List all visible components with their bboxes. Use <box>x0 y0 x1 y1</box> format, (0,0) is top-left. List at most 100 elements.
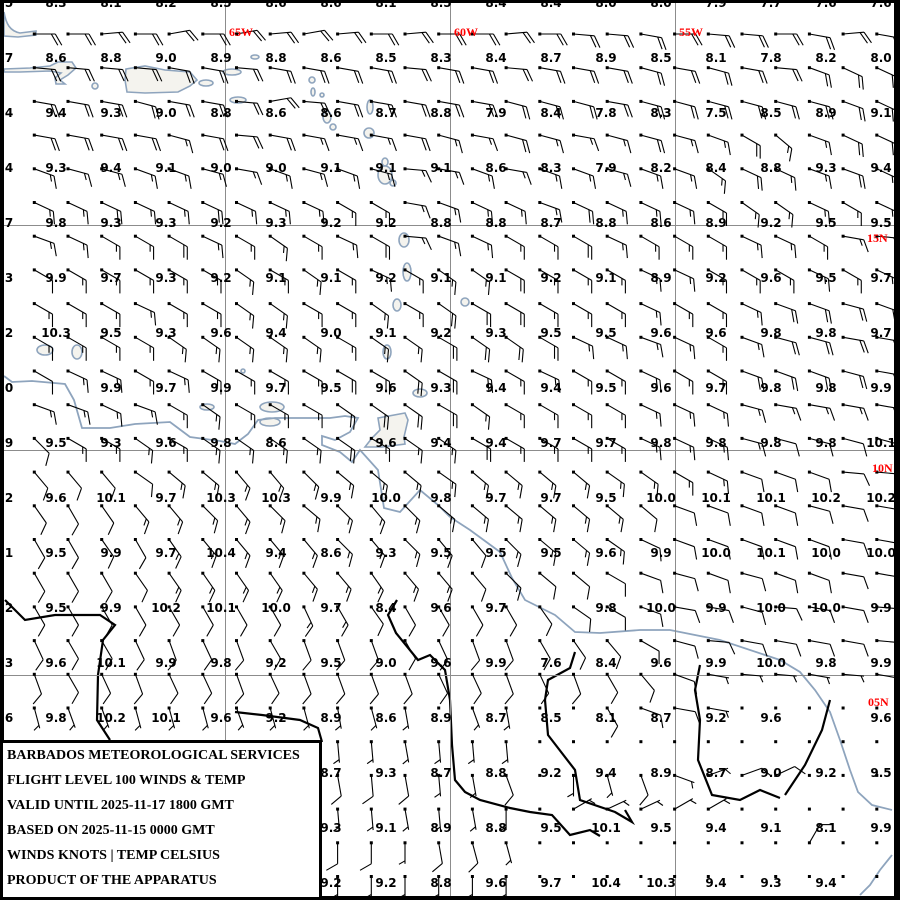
barb-staff <box>269 505 286 522</box>
barb-staff <box>337 67 359 72</box>
barb-full <box>84 104 90 117</box>
wind-barb <box>434 740 442 765</box>
barb-full <box>694 71 701 84</box>
barb-half <box>282 347 285 355</box>
temperature-value: 9.5 <box>320 381 341 395</box>
temperature-value: 10.4 <box>591 876 621 890</box>
barb-staff <box>842 67 863 78</box>
barb-half <box>352 243 355 251</box>
temperature-value: 8.9 <box>320 711 341 725</box>
wind-barb <box>639 167 664 189</box>
barb-staff <box>471 707 481 728</box>
barb-staff <box>640 33 662 39</box>
wind-barb <box>639 639 660 665</box>
barb-full <box>623 35 631 48</box>
temperature-value: 9.8 <box>45 711 66 725</box>
barb-full <box>693 278 696 292</box>
temperature-value: 8.9 <box>650 271 671 285</box>
barb-staff <box>708 505 729 514</box>
temperature-value: 8.7 <box>705 766 726 780</box>
barb-staff <box>640 235 660 248</box>
barb-half <box>33 724 40 731</box>
barb-full <box>120 413 123 427</box>
wind-barb <box>302 302 323 328</box>
barb-half <box>212 517 216 525</box>
barb-half <box>499 826 507 832</box>
barb-full <box>391 138 397 152</box>
temperature-value: 8.6 <box>650 216 671 230</box>
barb-staff <box>236 370 255 382</box>
wind-barb <box>774 605 803 621</box>
barb-full <box>586 485 591 499</box>
wind-barb <box>302 639 312 671</box>
barb-staff <box>674 538 695 548</box>
wind-barb <box>403 639 416 671</box>
wind-barb <box>302 436 322 464</box>
wind-barb <box>403 335 423 363</box>
temperature-value: 8.6 <box>485 161 506 175</box>
barb-staff <box>236 471 251 489</box>
barb-staff <box>573 471 590 487</box>
station-dot <box>605 875 609 878</box>
barb-full <box>504 693 514 705</box>
wind-barb <box>336 504 353 534</box>
temperature-value: 9.6 <box>760 271 781 285</box>
barb-full <box>491 175 495 189</box>
temperature-value: 8.4 <box>485 51 506 65</box>
station-dot <box>673 740 677 744</box>
barb-full <box>420 450 423 464</box>
barb-full <box>723 180 727 194</box>
barb-staff <box>842 168 864 177</box>
temperature-value: 9.5 <box>45 436 66 450</box>
barb-full <box>509 624 518 637</box>
barb-full <box>761 443 767 457</box>
barb-full <box>492 71 499 84</box>
barb-full <box>45 453 50 466</box>
barb-staff <box>606 370 626 382</box>
barb-full <box>526 172 532 185</box>
temperature-value: 9.8 <box>815 381 836 395</box>
barb-full <box>627 104 633 118</box>
temperature-value: 9.5 <box>45 546 66 560</box>
venezuela-coast <box>3 375 451 518</box>
barb-half <box>517 516 520 524</box>
temperature-value-edge: 1 <box>5 546 13 560</box>
barb-half <box>402 826 409 832</box>
barb-full <box>757 376 761 390</box>
barb-staff <box>135 404 156 413</box>
wind-barb <box>841 875 845 878</box>
barb-full <box>120 211 123 225</box>
barb-staff <box>674 673 695 682</box>
wind-barb <box>302 133 330 152</box>
wind-barb <box>706 875 710 878</box>
barb-full <box>589 70 596 84</box>
wind-barb <box>841 706 845 710</box>
barb-full <box>828 175 832 189</box>
temperature-value: 9.9 <box>155 656 176 670</box>
barb-full <box>348 554 353 568</box>
wind-barb <box>201 605 214 637</box>
barb-full <box>362 795 374 805</box>
barb-staff <box>472 235 492 246</box>
barb-full <box>184 349 187 363</box>
temperature-value: 7.6 <box>540 656 561 670</box>
barb-staff <box>33 471 49 489</box>
barb-full <box>589 618 592 632</box>
wind-barb <box>100 538 115 569</box>
wind-barb <box>235 403 256 429</box>
temperature-value: 10.0 <box>811 601 841 615</box>
barb-full <box>484 347 487 361</box>
barb-full <box>473 693 482 705</box>
barb-staff <box>471 741 475 763</box>
wind-barb <box>706 167 727 194</box>
barb-staff <box>708 538 729 548</box>
barb-full <box>320 102 327 115</box>
wind-barb <box>302 706 310 731</box>
barb-staff <box>674 303 694 315</box>
barb-half <box>319 173 323 181</box>
barb-full <box>105 591 113 603</box>
temperature-value: 9.3 <box>155 326 176 340</box>
wind-barb <box>673 66 701 84</box>
barb-full <box>891 108 894 122</box>
wind-barb <box>32 605 46 637</box>
